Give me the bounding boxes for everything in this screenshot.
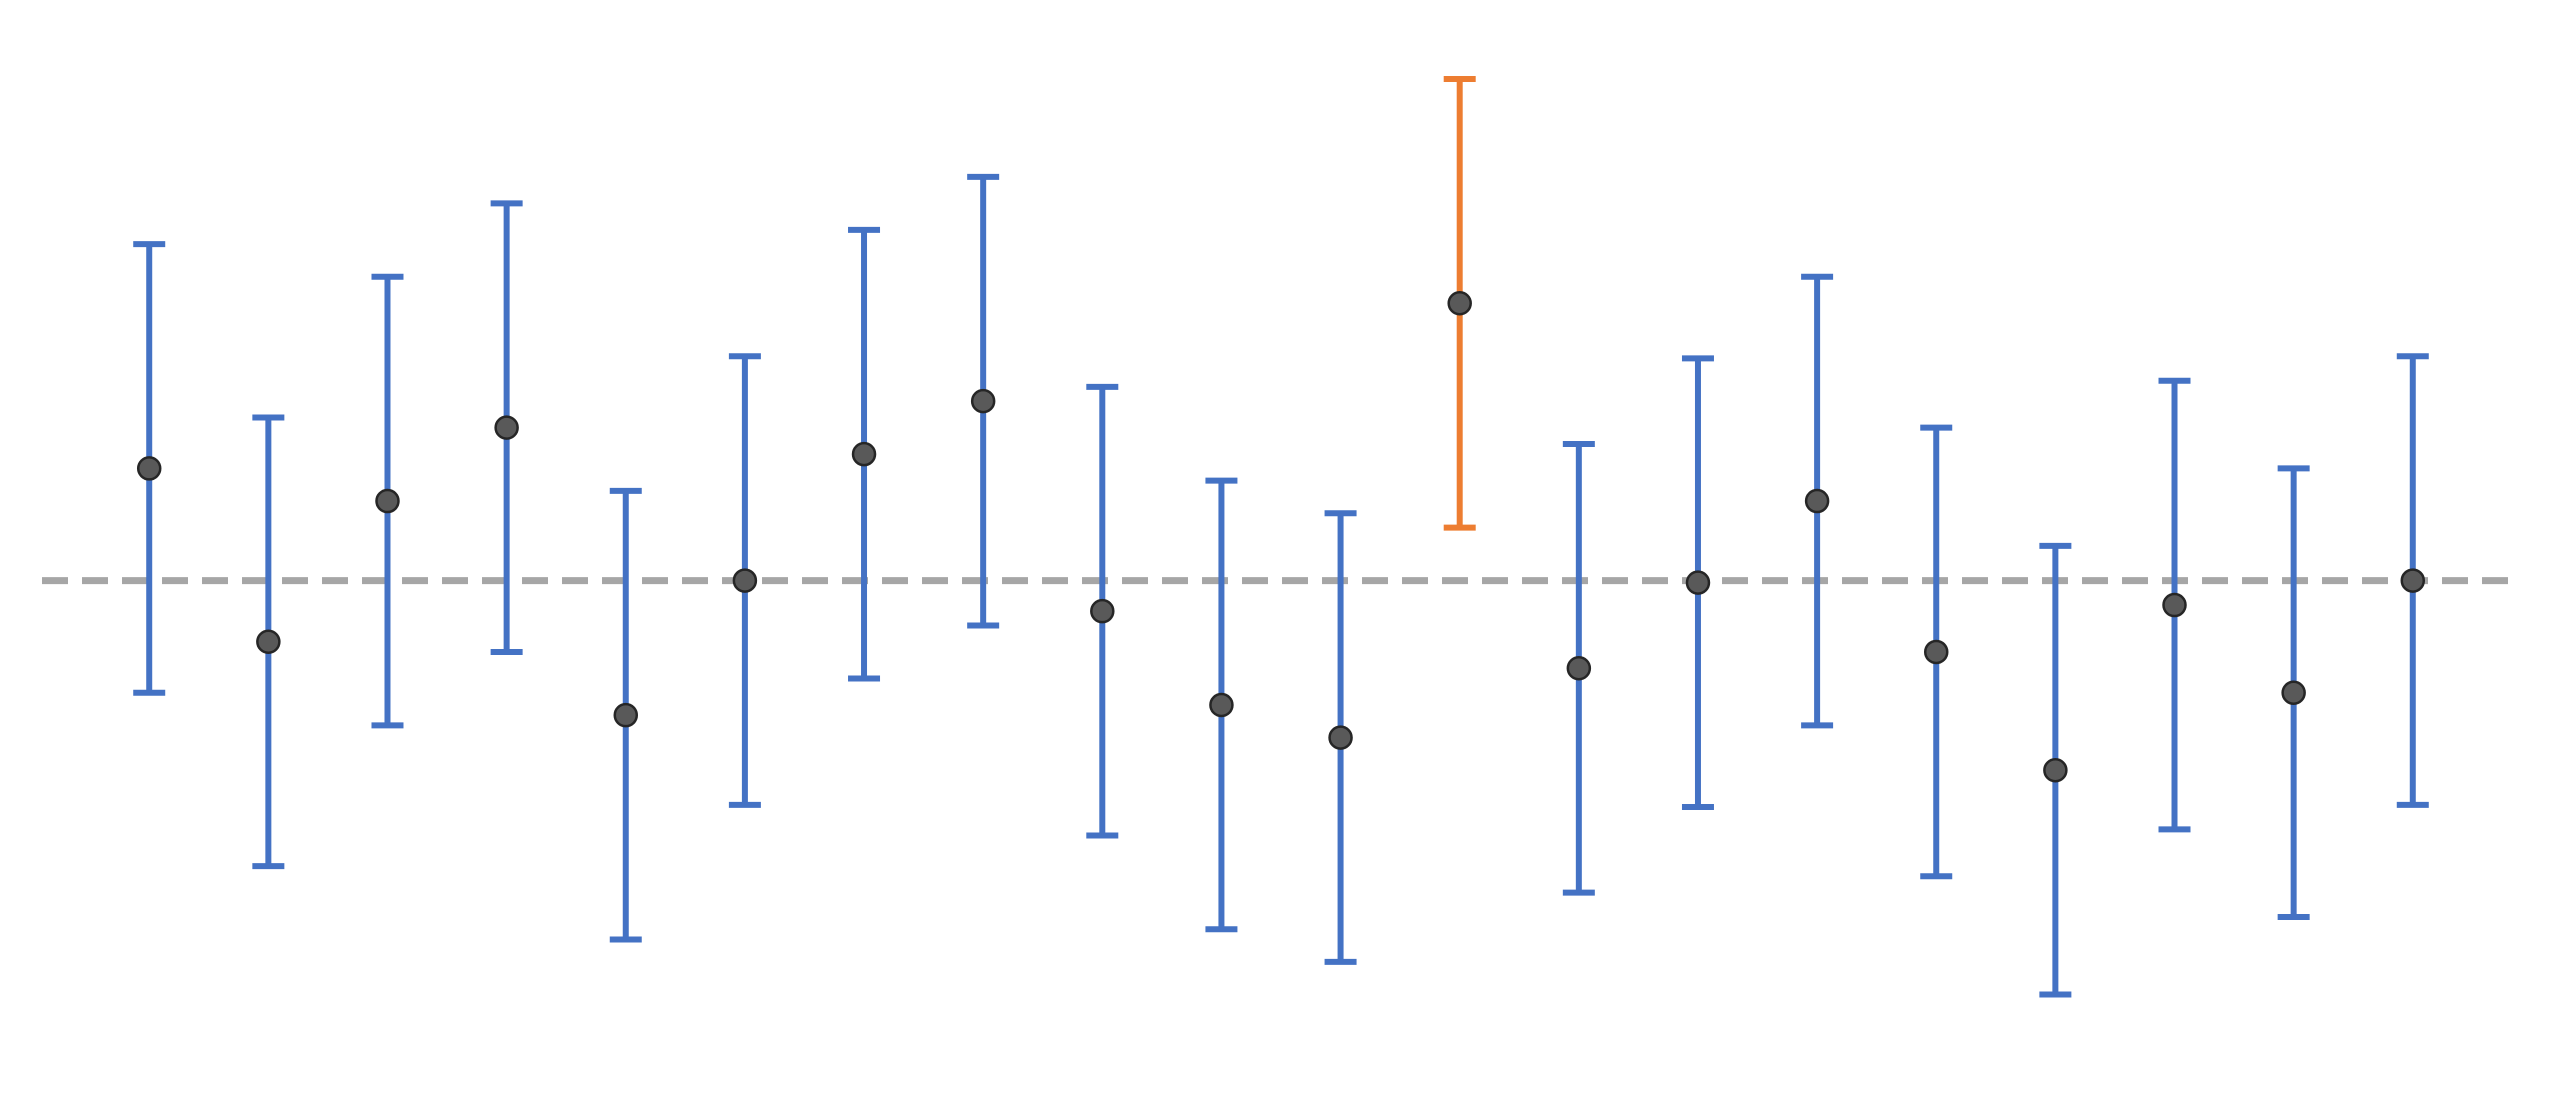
point-estimate-10	[1209, 692, 1234, 718]
point-estimate-18	[2162, 592, 2187, 618]
point-layer	[136, 291, 2426, 783]
point-estimate-7	[851, 441, 877, 467]
point-estimate-17	[2043, 757, 2068, 783]
point-estimate-2	[256, 629, 281, 655]
point-estimate-19	[2281, 680, 2306, 705]
point-estimate-15	[1804, 488, 1830, 514]
point-estimate-16	[1923, 639, 1949, 665]
point-estimate-1	[136, 456, 162, 481]
point-estimate-12	[1447, 291, 1472, 316]
point-estimate-8	[970, 388, 996, 414]
point-estimate-14	[1685, 570, 1711, 595]
point-estimate-11	[1328, 725, 1353, 750]
point-estimate-13	[1566, 656, 1592, 681]
point-estimate-5	[613, 702, 639, 728]
point-estimate-3	[375, 488, 400, 514]
point-estimate-20	[2400, 568, 2426, 593]
point-estimate-6	[732, 568, 758, 593]
point-estimate-4	[494, 415, 519, 440]
interval-layer	[133, 75, 2429, 998]
point-estimate-9	[1090, 598, 1115, 624]
